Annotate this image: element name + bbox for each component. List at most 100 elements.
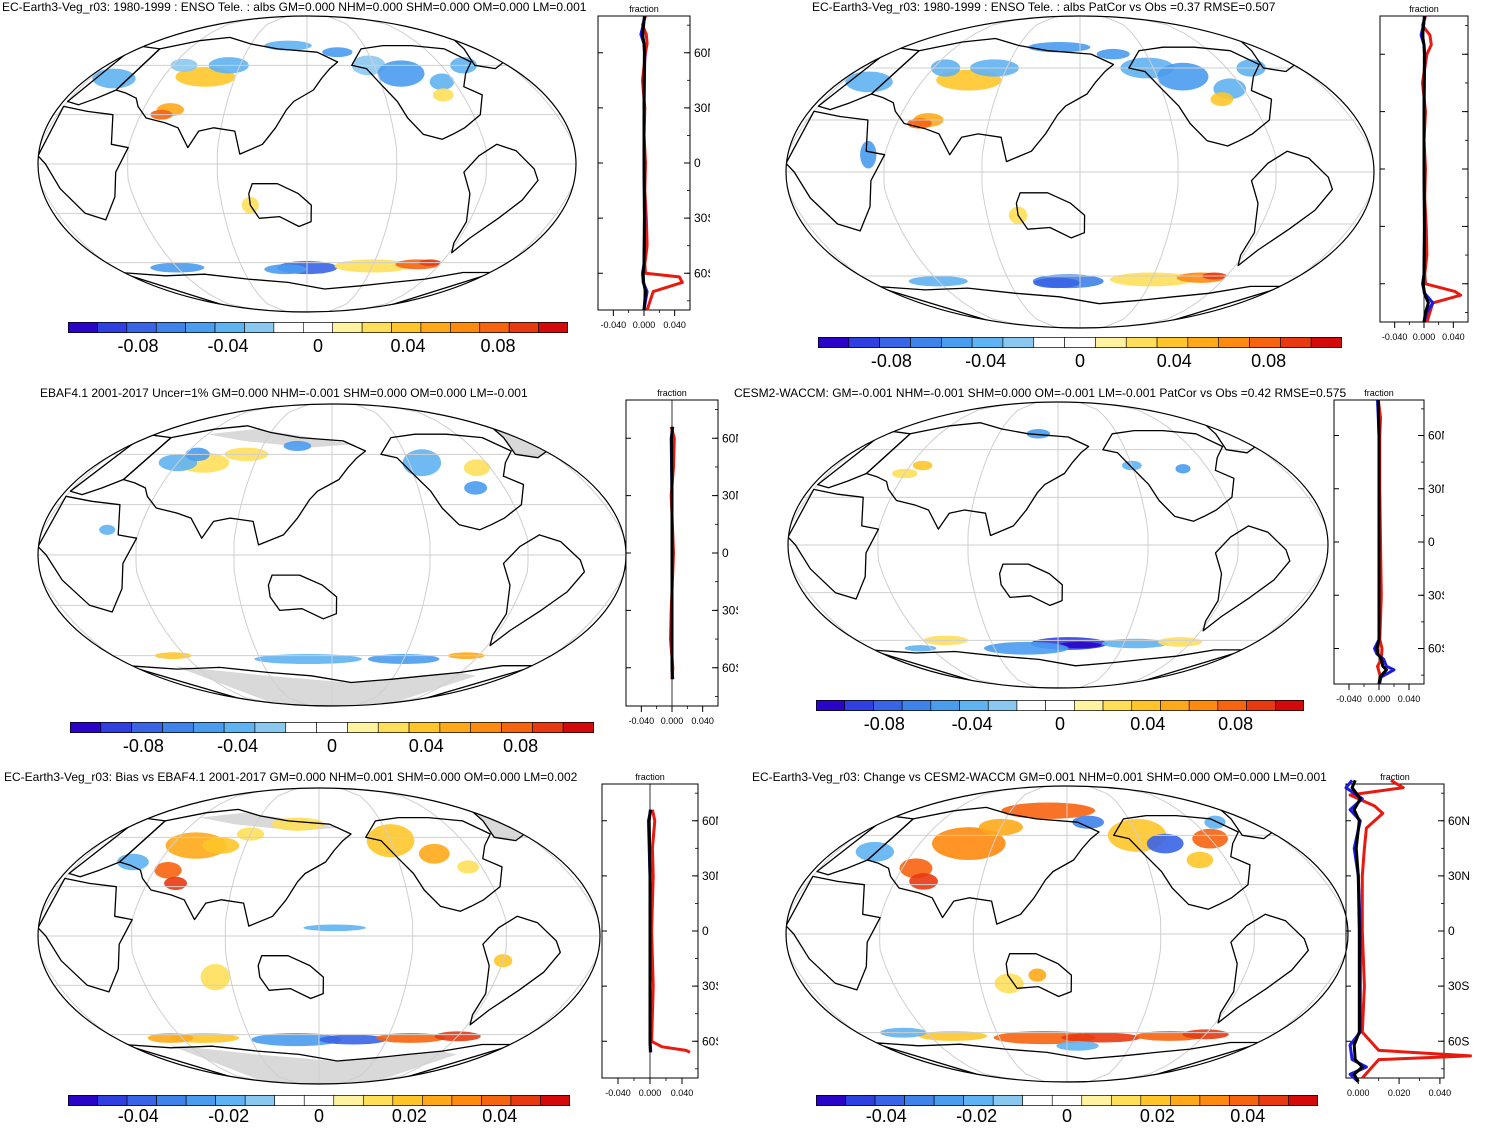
colorbar-tick-label: 0.04 <box>1156 351 1192 371</box>
colorbar-segment <box>1081 1095 1112 1106</box>
colorbar-tick-label: 0.02 <box>1139 1106 1175 1126</box>
zonal-mean-plot: fraction 60N 30N 0 30S 60S -0.040 0.000 0.040 <box>601 772 718 1098</box>
colorbar-segment <box>1033 337 1065 348</box>
missing-data-region <box>207 429 355 448</box>
colorbar-segment <box>1022 1095 1053 1106</box>
colorbar-segment <box>874 1095 905 1106</box>
colorbar-segment <box>1051 1095 1083 1106</box>
lat-tick-label: 30N <box>702 869 718 883</box>
lat-tick-label: 30S <box>1448 979 1469 993</box>
x-tick-label: -0.040 <box>1336 694 1362 704</box>
anomaly-patch <box>264 40 312 51</box>
x-tick-label: 0.040 <box>671 1088 694 1098</box>
zonal-line-black <box>1421 15 1430 323</box>
colorbar-labels: -0.04 -0.02 0 0.02 0.04 <box>816 1106 1318 1130</box>
colorbar-segment <box>1125 337 1158 348</box>
colorbar-segment <box>68 1095 98 1106</box>
coastline-africa <box>786 875 881 991</box>
x-tick-label: 0.000 <box>633 320 656 330</box>
lat-tick-label: 30N <box>1448 869 1470 883</box>
anomaly-patch <box>899 858 933 879</box>
coastline-europe <box>817 429 911 489</box>
colorbar-segment <box>68 322 98 333</box>
longitude-line <box>327 16 398 312</box>
colorbar-segment <box>392 1095 423 1106</box>
colorbar-segment <box>131 722 163 733</box>
colorbar-segment <box>1258 1095 1289 1106</box>
anomaly-patch <box>322 47 353 58</box>
map-border <box>785 785 1349 1083</box>
colorbar-segment <box>538 322 568 333</box>
longitude-line <box>1124 16 1277 328</box>
zonal-mean-plot: fraction 60N 30N 0 30S 60S -0.040 0.000 0.040 <box>597 4 710 330</box>
colorbar-segment <box>347 722 379 733</box>
colorbar-tick-label: -0.08 <box>122 736 164 756</box>
colorbar-segment <box>391 322 422 333</box>
x-tick-label: -0.040 <box>1382 332 1408 342</box>
colorbar-segment <box>185 322 216 333</box>
longitude-line <box>376 404 529 706</box>
world-map <box>787 401 1329 689</box>
colorbar-segment <box>97 322 128 333</box>
coastline-africa <box>38 105 129 221</box>
longitude-line <box>967 402 1038 688</box>
coastline-europe <box>68 816 166 878</box>
colorbar-segment <box>1218 337 1250 348</box>
x-tick-label: 0.000 <box>1413 332 1436 342</box>
anomaly-patch <box>463 459 491 477</box>
x-tick-label: 0.040 <box>691 716 714 726</box>
x-tick-label: 0.040 <box>663 320 686 330</box>
colorbar <box>68 322 568 333</box>
colorbar-segment <box>285 722 317 733</box>
colorbar-segment <box>273 322 304 333</box>
colorbar-segment <box>420 322 451 333</box>
coastline-samerica <box>1217 913 1309 1024</box>
x-tick-label: 0.020 <box>1388 1088 1411 1098</box>
anomaly-patch <box>860 140 877 169</box>
lat-tick-label: 60S <box>1428 642 1444 656</box>
colorbar-segment <box>126 322 157 333</box>
colorbar-tick-label: -0.02 <box>208 1106 250 1126</box>
colorbar-segment <box>1310 337 1342 348</box>
coastline-samerica <box>451 143 539 254</box>
colorbar-tick-label: 0.08 <box>503 736 539 756</box>
x-tick-label: 0.040 <box>1442 332 1465 342</box>
anomaly-patch <box>1026 429 1051 439</box>
anomaly-patch <box>904 645 937 652</box>
anomaly-patch <box>283 440 312 451</box>
lat-tick-label: 60N <box>694 46 710 60</box>
zonal-line-black <box>670 426 674 680</box>
longitude-line <box>224 788 298 1084</box>
panel-title: EC-Earth3-Veg_r03: 1980-1999 : ENSO Tele… <box>2 0 587 14</box>
colorbar-segment <box>1095 337 1127 348</box>
coastline-namerica <box>351 44 483 140</box>
colorbar-segment <box>155 322 186 333</box>
anomaly-patch <box>1186 851 1214 869</box>
zonal-mean-plot: fraction 60N 30N 0 30S 60S -0.040 0.000 0.040 <box>625 388 738 726</box>
colorbar-segment <box>1199 1095 1230 1106</box>
anomaly-patch <box>1001 802 1096 819</box>
coastline-europe <box>66 44 161 106</box>
coastline-australia <box>257 955 325 1000</box>
longitude-line <box>354 404 431 706</box>
colorbar-segment <box>562 722 594 733</box>
colorbar-segment <box>1188 700 1219 711</box>
colorbar-segment <box>1274 700 1304 711</box>
zonal-title: fraction <box>1364 388 1394 398</box>
map-border <box>785 15 1375 329</box>
colorbar-segment <box>97 1095 128 1106</box>
colorbar-segment <box>100 722 132 733</box>
coastline-namerica <box>1113 814 1251 910</box>
anomaly-patch <box>912 460 933 471</box>
colorbar-segment <box>185 1095 216 1106</box>
coastline-namerica <box>1128 46 1273 147</box>
coastline-samerica <box>1237 150 1334 267</box>
anomaly-patch <box>164 876 188 890</box>
colorbar <box>70 722 594 733</box>
colorbar-segment <box>1288 1095 1318 1106</box>
colorbar-segment <box>1074 700 1104 711</box>
x-tick-label: -0.040 <box>605 1088 631 1098</box>
colorbar-tick-label: 0.08 <box>1218 714 1254 734</box>
lat-tick-label: 30N <box>722 489 738 503</box>
anomaly-patch <box>377 60 425 87</box>
